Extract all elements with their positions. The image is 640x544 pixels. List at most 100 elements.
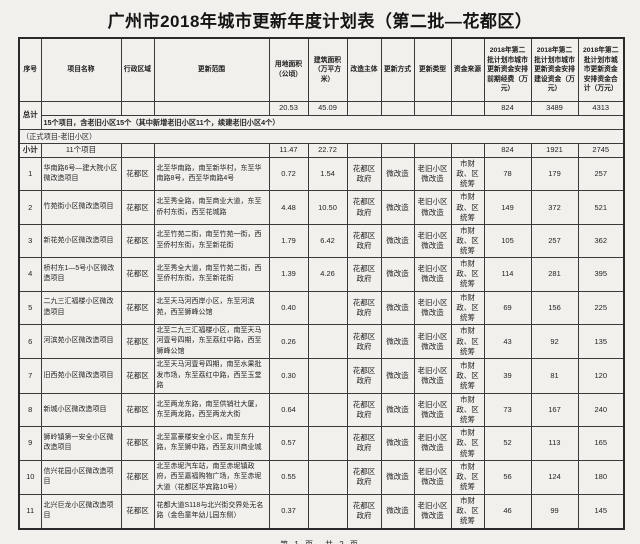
cell-scope: 北至竹苑二街，南至竹苑一街，西至侨村东街，东至新花街: [153, 223, 270, 259]
cell-preliminary-fund: 39: [483, 358, 532, 394]
cell-subject: 花都区政府: [346, 358, 382, 394]
header-total-fund: 2018年第二批计划市城市更新资金安排资金合计（万元）: [577, 37, 625, 102]
cell-land-area: 0.55: [268, 459, 309, 496]
cell-type: 老旧小区微改造: [413, 494, 452, 529]
cell-type: 老旧小区微改造: [413, 358, 452, 394]
project-row: 5 二九三汇福楼小区微改造项目 花都区 北至天马河西岸小区，东至河滨苑，西至狮峰…: [18, 290, 625, 325]
cell-total-fund: 240: [577, 392, 625, 428]
cell-preliminary-fund: 52: [483, 426, 532, 461]
cell-subject: 花都区政府: [346, 190, 382, 225]
cell-district: 花都区: [120, 257, 155, 292]
cell-empty: [380, 143, 415, 158]
header-type: 更新类型: [413, 37, 452, 102]
cell-preliminary-fund: 149: [483, 190, 532, 225]
cell-seq: 5: [18, 290, 42, 325]
cell-land-area: 0.30: [268, 358, 309, 394]
cell-funding-source: 市财政、区统筹: [450, 257, 485, 292]
cell-land-area: 4.48: [268, 190, 309, 225]
cell-scope: 北至华南路，南至新华村，东至华南路8号，西至华南路4号: [153, 156, 270, 192]
cell-subject: 花都区政府: [346, 257, 382, 292]
cell-type: 老旧小区微改造: [413, 426, 452, 461]
cell-project-name: 新城小区微改造项目: [40, 392, 122, 428]
cell-funding-source: 市财政、区统筹: [450, 426, 485, 461]
cell-project-name: 二九三汇福楼小区微改造项目: [40, 290, 122, 325]
cell-total-fund: 135: [577, 323, 625, 360]
cell-total-fund: 257: [577, 156, 625, 192]
cell-project-name: 桥村东1—5号小区微改造项目: [40, 257, 122, 292]
cell-project-name: 竹苑街小区微改造项目: [40, 190, 122, 225]
cell-method: 微改造: [380, 323, 415, 360]
cell-method: 微改造: [380, 459, 415, 496]
grand-total-label: 总计: [18, 101, 42, 130]
cell-scope: 北至赤坭汽车站，南至赤坭镇政府，西至嘉福购物广场，东至赤坭大道（花都区华宾路10…: [153, 459, 270, 496]
cell-district: 花都区: [120, 459, 155, 496]
cell-preliminary-fund: 114: [483, 257, 532, 292]
cell-district: 花都区: [120, 358, 155, 394]
cell-subject: 花都区政府: [346, 323, 382, 360]
cell-building-area: 6.42: [307, 223, 348, 259]
cell-construction-fund: 281: [530, 257, 579, 292]
cell-land-area: 0.37: [268, 494, 309, 529]
cell-method: 微改造: [380, 494, 415, 529]
cell-funding-source: 市财政、区统筹: [450, 459, 485, 496]
section-title-row: （正式项目-老旧小区）: [18, 129, 625, 144]
cell-total-fund: 120: [577, 358, 625, 394]
subtotal-pre: 824: [483, 143, 532, 158]
cell-construction-fund: 179: [530, 156, 579, 192]
cell-seq: 7: [18, 358, 42, 394]
subtotal-row: 小计 11个项目 11.47 22.72 824 1921 2745: [18, 143, 625, 158]
cell-district: 花都区: [120, 392, 155, 428]
subtotal-project-count: 11个项目: [40, 143, 122, 158]
cell-empty: [346, 143, 382, 158]
cell-seq: 8: [18, 392, 42, 428]
cell-type: 老旧小区微改造: [413, 392, 452, 428]
cell-building-area: 10.50: [307, 190, 348, 225]
cell-method: 微改造: [380, 190, 415, 225]
plan-table: 序号 项目名称 行政区域 更新范围 用地面积（公顷） 建筑面积（万平方米） 改造…: [18, 37, 625, 530]
header-seq: 序号: [18, 37, 42, 102]
cell-building-area: 1.54: [307, 156, 348, 192]
grand-total-sum: 4313: [577, 101, 625, 116]
project-row: 7 旧西苑小区微改造项目 花都区 北至天马河壹号四期，南至水果批发市场，东至荔红…: [18, 358, 625, 394]
cell-land-area: 0.57: [268, 426, 309, 461]
cell-building-area: [307, 358, 348, 394]
cell-seq: 6: [18, 323, 42, 360]
cell-district: 花都区: [120, 290, 155, 325]
cell-building-area: [307, 426, 348, 461]
project-row: 2 竹苑街小区微改造项目 花都区 北至秀全路，南至商业大道，东至侨村东街，西至花…: [18, 190, 625, 225]
cell-preliminary-fund: 69: [483, 290, 532, 325]
subtotal-label: 小计: [18, 143, 42, 158]
cell-building-area: [307, 459, 348, 496]
project-row: 3 新花苑小区微改造项目 花都区 北至竹苑二街，南至竹苑一街，西至侨村东街，东至…: [18, 223, 625, 259]
cell-funding-source: 市财政、区统筹: [450, 358, 485, 394]
cell-construction-fund: 92: [530, 323, 579, 360]
cell-subject: 花都区政府: [346, 494, 382, 529]
header-scope: 更新范围: [153, 37, 270, 102]
cell-seq: 1: [18, 156, 42, 192]
cell-construction-fund: 167: [530, 392, 579, 428]
cell-funding-source: 市财政、区统筹: [450, 190, 485, 225]
cell-total-fund: 395: [577, 257, 625, 292]
grand-total-note-row: 15个项目，含老旧小区15个（其中新增老旧小区11个，续建老旧小区4个）: [19, 115, 625, 130]
header-row: 序号 项目名称 行政区域 更新范围 用地面积（公顷） 建筑面积（万平方米） 改造…: [18, 37, 625, 102]
cell-method: 微改造: [380, 290, 415, 325]
cell-project-name: 信兴花园小区微改造项目: [40, 459, 122, 496]
cell-construction-fund: 156: [530, 290, 579, 325]
cell-land-area: 0.40: [268, 290, 309, 325]
cell-project-name: 旧西苑小区微改造项目: [40, 358, 122, 394]
cell-funding-source: 市财政、区统筹: [450, 290, 485, 325]
project-row: 11 北兴巨龙小区微改造项目 花都区 花都大道S118与北兴街交界处无名路（金色…: [18, 494, 625, 529]
cell-empty: [413, 101, 452, 116]
cell-project-name: 河滨苑小区微改造项目: [40, 323, 122, 360]
cell-total-fund: 145: [577, 494, 625, 529]
cell-method: 微改造: [380, 156, 415, 192]
subtotal-build: 22.72: [307, 143, 348, 158]
cell-preliminary-fund: 78: [483, 156, 532, 192]
cell-seq: 10: [18, 459, 42, 496]
header-subject: 改造主体: [346, 37, 382, 102]
cell-method: 微改造: [380, 392, 415, 428]
cell-empty: [346, 101, 382, 116]
grand-total-land: 20.53: [268, 101, 309, 116]
cell-subject: 花都区政府: [346, 290, 382, 325]
